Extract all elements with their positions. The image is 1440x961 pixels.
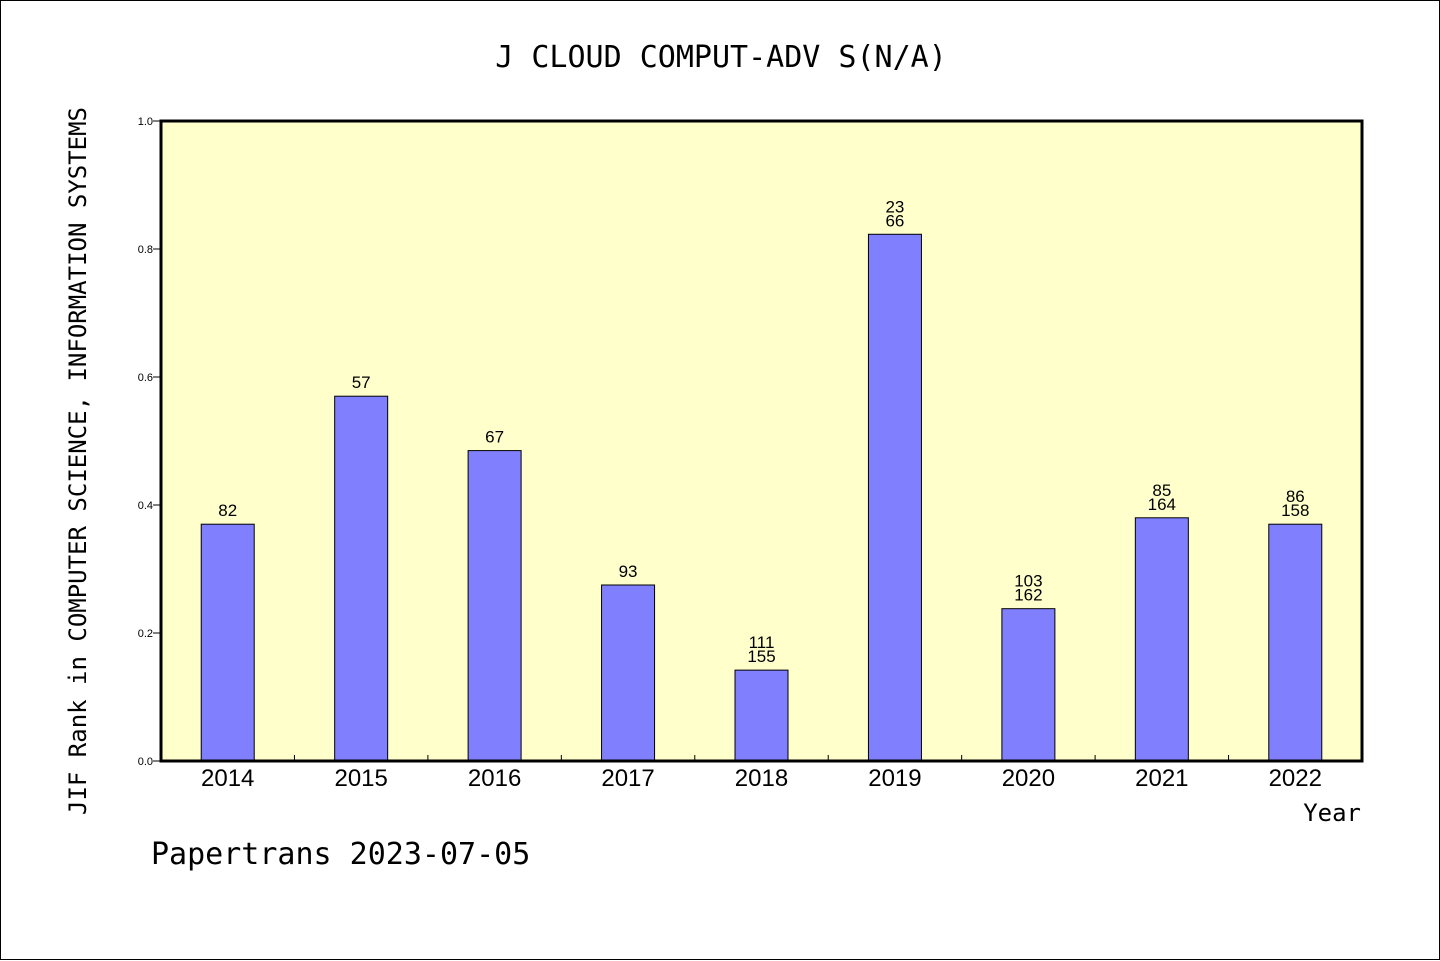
data-label: 155: [747, 647, 775, 666]
data-label: 111: [749, 633, 775, 652]
y-tick-label: 0.2: [138, 628, 153, 640]
y-tick-label: 1.0: [138, 116, 153, 128]
y-tick-label: 0.4: [138, 500, 153, 512]
x-tick-label: 2016: [468, 765, 521, 792]
data-label: 85: [1152, 481, 1171, 500]
bar-2019: [867, 233, 922, 762]
x-tick-label: 2015: [334, 765, 387, 792]
data-label: 93: [619, 562, 638, 581]
data-label: 82: [218, 501, 237, 520]
x-tick-label: 2021: [1135, 765, 1188, 792]
bar-2018: [734, 669, 789, 762]
data-label: 164: [1148, 495, 1176, 514]
x-tick-label: 2017: [601, 765, 654, 792]
bar-2021: [1134, 517, 1189, 762]
bar-2017: [601, 584, 656, 762]
y-tick-label: 0.6: [138, 372, 153, 384]
data-label: 86: [1286, 487, 1305, 506]
x-tick-label: 2020: [1002, 765, 1055, 792]
x-tick-label: 2014: [201, 765, 254, 792]
x-axis-label: Year: [1303, 799, 1361, 827]
bar-2014: [200, 523, 255, 762]
x-tick-label: 2018: [735, 765, 788, 792]
footer-credit: Papertrans 2023-07-05: [151, 837, 530, 872]
bar-2015: [334, 395, 389, 762]
y-tick-label: 0.0: [138, 756, 153, 768]
data-label: 57: [352, 373, 371, 392]
plot-frame: [159, 119, 1364, 763]
data-label: 158: [1281, 501, 1309, 520]
y-tick-label: 0.8: [138, 244, 153, 256]
data-label: 23: [885, 197, 904, 216]
y-axis-label: JIF Rank in COMPUTER SCIENCE, INFORMATIO…: [64, 107, 92, 815]
data-label: 103: [1014, 572, 1042, 591]
data-label: 66: [885, 211, 904, 230]
chart-title: J CLOUD COMPUT-ADV S(N/A): [495, 40, 947, 75]
x-tick-label: 2019: [868, 765, 921, 792]
bar-2022: [1268, 523, 1323, 762]
axis-ticks-group: 0.0 0.2 0.4 0.6 0.8 1.0 2014 2015 2016 2017 2018 20…: [138, 116, 1322, 792]
x-tick-label: 2022: [1269, 765, 1322, 792]
data-label: 162: [1014, 586, 1042, 605]
bar-2020: [1001, 608, 1056, 762]
bar-2016: [467, 450, 522, 762]
data-label: 67: [485, 428, 504, 447]
